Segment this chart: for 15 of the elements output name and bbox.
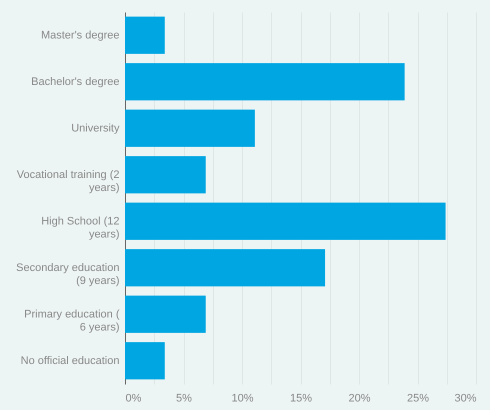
y-tick-label: Primary education ( 6 years) bbox=[24, 308, 120, 334]
x-tick-label: 5% bbox=[176, 392, 192, 404]
x-tick-label: 25% bbox=[406, 392, 430, 404]
y-tick-label: Master's degree bbox=[40, 29, 120, 42]
y-tick-label: No official education bbox=[20, 354, 120, 367]
y-tick-label: Secondary education (9 years) bbox=[16, 262, 120, 287]
x-tick-label: 0% bbox=[126, 392, 142, 404]
x-tick-label: 30% bbox=[454, 392, 477, 404]
y-tick-label: Bachelor's degree bbox=[31, 76, 120, 88]
x-tick-label: 15% bbox=[290, 392, 312, 404]
y-tick-label: University bbox=[71, 122, 120, 134]
x-tick-label: 20% bbox=[348, 392, 371, 404]
x-tick-label: 10% bbox=[231, 392, 254, 404]
y-tick-label: High School (12 years) bbox=[41, 215, 120, 240]
y-tick-label: Vocational training (2 years) bbox=[16, 168, 120, 194]
